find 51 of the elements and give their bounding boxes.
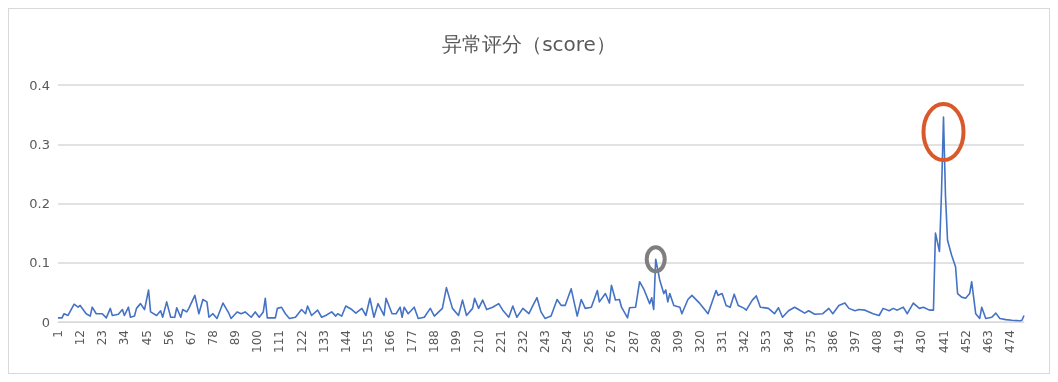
x-tick-label: 397 — [847, 330, 862, 353]
x-tick-label: 386 — [825, 330, 840, 353]
x-tick-label: 452 — [958, 330, 973, 353]
x-tick-label: 122 — [294, 330, 309, 353]
y-tick-label: 0.3 — [29, 136, 50, 152]
x-tick-label: 89 — [228, 330, 243, 346]
x-tick-label: 474 — [1002, 330, 1017, 353]
x-tick-label: 188 — [427, 330, 442, 353]
x-tick-label: 166 — [383, 330, 398, 353]
x-tick-label: 342 — [737, 330, 752, 353]
x-tick-label: 100 — [250, 330, 265, 353]
x-tick-label: 408 — [870, 330, 885, 353]
y-tick-label: 0.1 — [29, 255, 50, 271]
x-tick-label: 133 — [316, 330, 331, 353]
x-tick-label: 199 — [449, 330, 464, 353]
x-tick-label: 375 — [803, 330, 818, 353]
x-tick-label: 309 — [670, 330, 685, 353]
x-tick-label: 276 — [604, 330, 619, 353]
line-series — [57, 116, 1025, 322]
x-tick-label: 232 — [515, 330, 530, 353]
x-tick-label: 463 — [980, 330, 995, 353]
x-tick-label: 45 — [139, 330, 154, 346]
chart-title: 异常评分（score） — [442, 32, 616, 56]
x-tick-label: 364 — [781, 330, 796, 353]
x-tick-label: 298 — [648, 330, 663, 353]
x-tick-label: 67 — [183, 330, 198, 346]
y-tick-label: 0 — [41, 314, 50, 330]
x-tick-label: 1 — [51, 330, 65, 338]
x-tick-label: 34 — [117, 330, 132, 346]
x-tick-label: 221 — [493, 330, 508, 353]
x-tick-label: 144 — [338, 330, 353, 353]
x-tick-label: 12 — [73, 330, 88, 346]
x-tick-label: 23 — [95, 330, 110, 346]
x-tick-label: 353 — [759, 330, 774, 353]
x-tick-label: 254 — [560, 330, 575, 353]
x-tick-label: 155 — [360, 330, 375, 353]
y-tick-label: 0.4 — [29, 77, 50, 93]
x-tick-label: 287 — [626, 330, 641, 353]
x-tick-label: 419 — [892, 330, 907, 353]
x-tick-label: 265 — [582, 330, 597, 353]
x-tick-label: 210 — [471, 330, 486, 353]
x-tick-label: 56 — [161, 330, 176, 346]
y-tick-label: 0.2 — [29, 196, 50, 211]
x-tick-label: 111 — [272, 330, 287, 353]
x-tick-label: 441 — [936, 330, 951, 353]
x-tick-label: 177 — [405, 330, 420, 353]
x-tick-label: 430 — [914, 330, 929, 353]
x-tick-label: 78 — [205, 330, 220, 346]
x-tick-label: 331 — [715, 330, 730, 353]
x-tick-label: 320 — [692, 330, 707, 353]
x-tick-label: 243 — [538, 330, 553, 353]
